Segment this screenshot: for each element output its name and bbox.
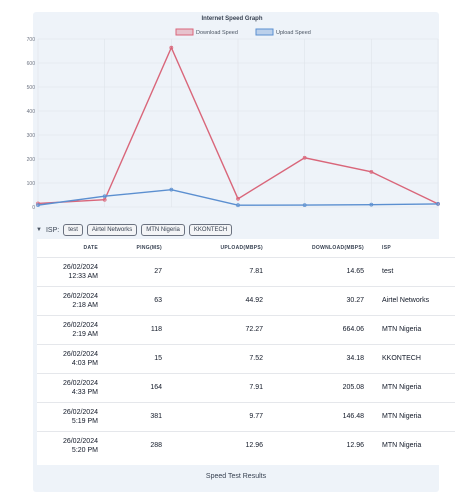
time-text: 2:18 AM [72, 301, 98, 309]
speed-chart: Internet Speed Graph Download Speed Upload… [0, 0, 474, 215]
y-tick-label: 200 [27, 157, 36, 163]
cell-date: 26/02/2024 4:03 PM [37, 343, 112, 373]
isp-chip-test[interactable]: test [63, 224, 83, 236]
date-text: 26/02/2024 [62, 408, 98, 416]
time-text: 4:03 PM [71, 359, 98, 367]
cell-upload: 9.77 [162, 401, 267, 431]
results-table: DATE PING(MS) UPLOAD(MBPS) DOWNLOAD(MBPS… [37, 239, 455, 460]
cell-isp: test [368, 256, 455, 286]
cell-isp: MTN Nigeria [368, 314, 455, 344]
results-table-container: DATE PING(MS) UPLOAD(MBPS) DOWNLOAD(MBPS… [37, 239, 455, 465]
data-point [369, 169, 374, 174]
date-text: 26/02/2024 [62, 350, 98, 358]
header-isp[interactable]: ISP [382, 244, 391, 251]
legend-label: Download Speed [196, 30, 238, 36]
y-tick-label: 100 [27, 181, 36, 187]
cell-date: 26/02/2024 2:18 AM [37, 285, 112, 315]
table-row: 26/02/2024 5:19 PM 381 9.77 146.48 MTN Ni… [37, 401, 455, 431]
cell-download: 664.06 [267, 314, 368, 344]
cell-date: 26/02/2024 5:20 PM [37, 430, 112, 460]
date-text: 26/02/2024 [62, 321, 98, 329]
cell-ping: 288 [112, 430, 162, 460]
isp-chip-kkontech[interactable]: KKONTECH [188, 224, 233, 236]
table-header-row: DATE PING(MS) UPLOAD(MBPS) DOWNLOAD(MBPS… [37, 239, 455, 257]
cell-upload: 12.96 [162, 430, 267, 460]
table-row: 26/02/2024 2:18 AM 63 44.92 30.27 Airtel … [37, 285, 455, 315]
cell-upload: 7.91 [162, 372, 267, 402]
speed-chart-svg: Internet Speed Graph Download Speed Upload… [27, 16, 440, 211]
cell-ping: 27 [112, 256, 162, 286]
data-point [36, 203, 40, 208]
cell-download: 146.48 [267, 401, 368, 431]
cell-isp: KKONTECH [368, 343, 455, 373]
table-row: 26/02/2024 4:33 PM 164 7.91 205.08 MTN Ni… [37, 372, 455, 402]
data-point [169, 45, 174, 50]
data-point [236, 196, 240, 201]
table-caption: Speed Test Results [205, 473, 267, 480]
chart-title: Internet Speed Graph [201, 16, 262, 22]
cell-date: 26/02/2024 12:33 AM [37, 256, 112, 286]
time-text: 4:33 PM [71, 388, 98, 396]
table-row: 26/02/2024 12:33 AM 27 7.81 14.65 test [37, 256, 455, 286]
cell-download: 12.96 [267, 430, 368, 460]
data-point [302, 155, 307, 160]
time-text: 5:20 PM [71, 446, 98, 454]
date-text: 26/02/2024 [62, 263, 98, 271]
y-tick-label: 0 [32, 205, 35, 211]
cell-upload: 7.81 [162, 256, 267, 286]
data-point [436, 201, 440, 206]
data-point [302, 203, 307, 208]
date-text: 26/02/2024 [62, 379, 98, 387]
isp-chip-airtel[interactable]: Airtel Networks [86, 224, 138, 236]
isp-filter-label: ISP: [45, 226, 60, 234]
time-text: 2:19 AM [72, 330, 98, 338]
cell-ping: 15 [112, 343, 162, 373]
legend-swatch [175, 28, 194, 36]
y-tick-label: 600 [27, 61, 36, 67]
data-point [102, 194, 107, 199]
isp-chip-mtn[interactable]: MTN Nigeria [141, 224, 185, 236]
cell-date: 26/02/2024 5:19 PM [37, 401, 112, 431]
cell-download: 34.18 [267, 343, 368, 373]
time-text: 5:19 PM [71, 417, 98, 425]
cell-date: 26/02/2024 4:33 PM [37, 372, 112, 402]
data-point [236, 203, 240, 208]
caret-down-icon[interactable]: ▼ [36, 227, 42, 233]
cell-upload: 72.27 [162, 314, 267, 344]
header-upload[interactable]: UPLOAD(MBPS) [220, 244, 263, 251]
legend-swatch [255, 28, 274, 36]
cell-ping: 63 [112, 285, 162, 315]
header-ping[interactable]: PING(MS) [136, 244, 162, 251]
cell-isp: MTN Nigeria [368, 372, 455, 402]
cell-isp: MTN Nigeria [368, 430, 455, 460]
table-row: 26/02/2024 2:19 AM 118 72.27 664.06 MTN N… [37, 314, 455, 344]
cell-ping: 164 [112, 372, 162, 402]
date-text: 26/02/2024 [62, 292, 98, 300]
y-tick-label: 700 [27, 37, 36, 43]
data-point [169, 187, 174, 192]
data-point [369, 202, 374, 207]
header-download[interactable]: DOWNLOAD(MBPS) [312, 244, 364, 251]
time-text: 12:33 AM [68, 272, 98, 280]
cell-upload: 7.52 [162, 343, 267, 373]
cell-date: 26/02/2024 2:19 AM [37, 314, 112, 344]
y-tick-label: 500 [27, 85, 36, 91]
y-tick-label: 400 [27, 109, 36, 115]
cell-ping: 381 [112, 401, 162, 431]
cell-isp: MTN Nigeria [368, 401, 455, 431]
table-row: 26/02/2024 4:03 PM 15 7.52 34.18 KKONTECH [37, 343, 455, 373]
data-point [102, 197, 107, 202]
isp-filter: ▼ ISP: test Airtel Networks MTN Nigeria … [33, 223, 439, 237]
header-date[interactable]: DATE [83, 244, 98, 251]
cell-download: 14.65 [267, 256, 368, 286]
date-text: 26/02/2024 [62, 437, 98, 445]
cell-download: 205.08 [267, 372, 368, 402]
cell-isp: Airtel Networks [368, 285, 455, 315]
table-row: 26/02/2024 5:20 PM 288 12.96 12.96 MTN Ni… [37, 430, 455, 460]
cell-upload: 44.92 [162, 285, 267, 315]
cell-download: 30.27 [267, 285, 368, 315]
cell-ping: 118 [112, 314, 162, 344]
legend-label: Upload Speed [276, 30, 311, 36]
y-tick-label: 300 [27, 133, 36, 139]
